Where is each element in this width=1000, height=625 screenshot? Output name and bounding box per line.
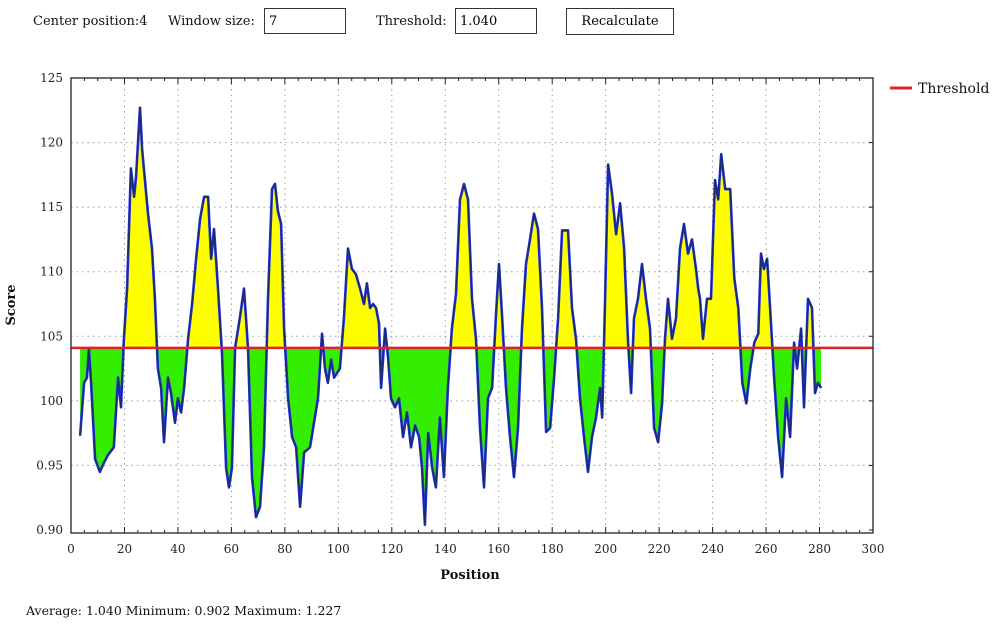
center-position-label: Center position:4: [33, 14, 148, 29]
window-size-label: Window size:: [168, 14, 255, 29]
score-line-outline: [79, 107, 822, 526]
x-axis-label: Position: [440, 568, 500, 583]
x-tick-label: 180: [541, 542, 564, 556]
x-tick-label: 260: [755, 542, 778, 556]
controls-bar: Center position:4 Window size: Threshold…: [0, 7, 1000, 37]
score-chart: 0 20 40 60 80 100 120 140 160 180 200 220 240 260 280 3…: [4, 71, 989, 583]
y-tick-label: 115: [40, 200, 63, 214]
threshold-input[interactable]: [455, 8, 537, 34]
below-threshold-area: [772, 347, 794, 478]
x-tick-label: 220: [648, 542, 671, 556]
x-tick-label: 60: [224, 542, 239, 556]
threshold-label: Threshold:: [376, 14, 447, 29]
above-threshold-area: [123, 107, 158, 348]
below-threshold-area: [576, 347, 604, 472]
below-threshold-area: [285, 347, 322, 507]
x-tick-label: 40: [170, 542, 185, 556]
legend-threshold-label: Threshold: [918, 81, 989, 97]
window-size-input[interactable]: [264, 8, 346, 34]
x-tick-label: 0: [67, 542, 75, 556]
x-tick-label: 20: [117, 542, 132, 556]
above-threshold-area: [664, 154, 741, 348]
x-tick-label: 240: [701, 542, 724, 556]
y-tick-label: 100: [40, 394, 63, 408]
above-threshold-area: [603, 164, 629, 348]
series-lines: [78, 106, 823, 527]
x-tick-label: 120: [380, 542, 403, 556]
below-threshold-area: [476, 347, 495, 488]
recalculate-button[interactable]: Recalculate: [566, 8, 674, 35]
y-tick-label: 0.90: [36, 523, 63, 537]
y-tick-label: 125: [40, 71, 63, 85]
x-tick-label: 280: [808, 542, 831, 556]
below-threshold-area: [503, 347, 522, 478]
x-tick-label: 300: [862, 542, 885, 556]
above-threshold-area: [632, 264, 651, 348]
legend: Threshold: [890, 81, 989, 97]
above-threshold-area: [450, 183, 477, 348]
y-tick-label: 0.95: [36, 458, 63, 472]
y-tick-label: 110: [40, 265, 63, 279]
x-tick-label: 200: [594, 542, 617, 556]
x-tick-label: 140: [434, 542, 457, 556]
x-tick-label: 100: [327, 542, 350, 556]
x-tick-label: 160: [487, 542, 510, 556]
y-tick-label: 120: [40, 136, 63, 150]
above-threshold-area: [341, 248, 380, 348]
summary-stats: Average: 1.040 Minimum: 0.902 Maximum: 1…: [26, 603, 342, 618]
above-threshold-area: [187, 196, 222, 348]
y-axis-label: Score: [4, 284, 19, 325]
x-axis-ticks: 0 20 40 60 80 100 120 140 160 180 200 220 240 260 280 3…: [67, 78, 884, 556]
y-axis-ticks: 0.90 0.95 100 105 110 115 120 125: [36, 71, 873, 537]
y-tick-label: 105: [40, 329, 63, 343]
x-tick-label: 80: [277, 542, 292, 556]
